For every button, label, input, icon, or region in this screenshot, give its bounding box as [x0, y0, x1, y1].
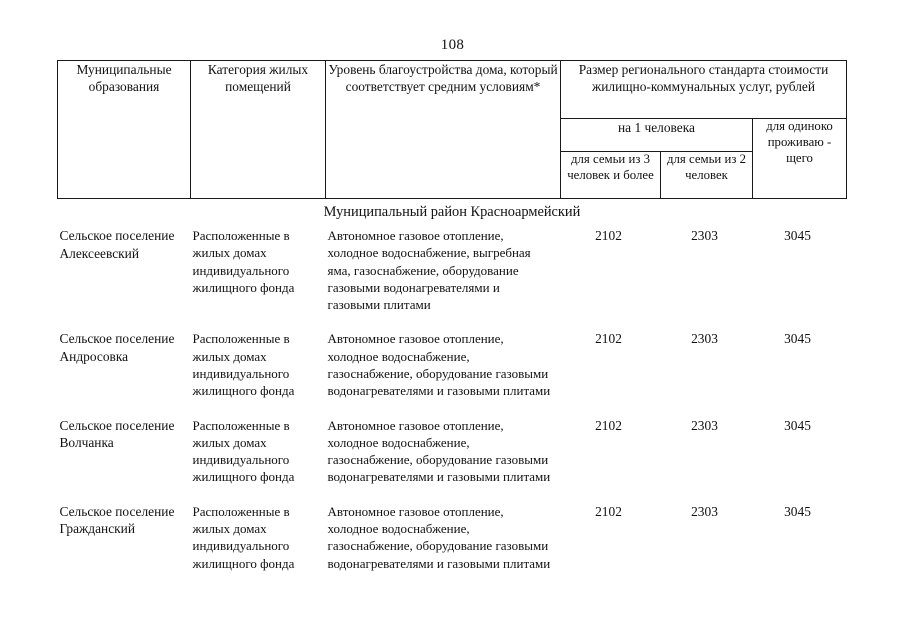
regional-standard-table: Муниципальные образования Категория жилы… [57, 60, 847, 586]
cell-category: Расположенные в жилых домах индивидуальн… [192, 417, 295, 485]
table-row: Сельское поселение Волчанка Расположенны… [58, 414, 847, 500]
cell-amenities: Автономное газовое отопление, холодное в… [327, 503, 551, 571]
header-per-person: на 1 человека [560, 118, 753, 152]
cell-amenities: Автономное газовое отопление, холодное в… [327, 417, 551, 485]
cell-single: 3045 [784, 503, 811, 519]
page-number: 108 [440, 37, 465, 53]
header-single-living: для одиноко проживаю - щего [752, 118, 847, 199]
cell-municipality: Сельское поселение Андросовка [59, 331, 175, 365]
cell-family-3plus: 2102 [595, 417, 622, 433]
cell-family-2: 2303 [691, 503, 718, 519]
cell-amenities: Автономное газовое отопление, холодное в… [327, 331, 551, 399]
cell-category: Расположенные в жилых домах индивидуальн… [192, 503, 295, 571]
section-title-row: Муниципальный район Красноармейский [58, 199, 847, 225]
table-row: Сельское поселение Андросовка Расположен… [58, 327, 847, 413]
cell-single: 3045 [784, 331, 811, 347]
cell-category: Расположенные в жилых домах индивидуальн… [192, 331, 295, 399]
table-header-row-1: Муниципальные образования Категория жилы… [57, 60, 847, 199]
cell-category: Расположенные в жилых домах индивидуальн… [192, 228, 295, 295]
header-family-3plus: для семьи из 3 человек и более [560, 151, 661, 199]
section-title: Муниципальный район Красноармейский [323, 204, 581, 220]
cell-single: 3045 [784, 417, 811, 433]
table-row: Сельское поселение Гражданский Расположе… [58, 500, 847, 586]
cell-municipality: Сельское поселение Алексеевский [59, 228, 175, 261]
cell-family-3plus: 2102 [595, 503, 622, 519]
cell-amenities: Автономное газовое отопление, холодное в… [327, 228, 531, 313]
header-housing-category: Категория жилых помещений [190, 60, 326, 199]
cell-family-2: 2303 [691, 331, 718, 347]
cell-family-3plus: 2102 [595, 228, 622, 243]
table-row: Сельское поселение Алексеевский Располож… [58, 224, 847, 327]
cell-single: 3045 [784, 228, 811, 243]
cell-municipality: Сельское поселение Волчанка [59, 417, 175, 451]
header-municipalities: Муниципальные образования [57, 60, 191, 199]
header-family-2: для семьи из 2 человек [660, 151, 753, 199]
cell-municipality: Сельское поселение Гражданский [59, 503, 175, 537]
table-header-row-3: для семьи из 3 человек и более для семьи… [58, 151, 847, 199]
header-amenity-level: Уровень благоустройства дома, который со… [325, 60, 561, 199]
header-standard-size: Размер регионального стандарта стоимости… [560, 60, 847, 119]
table-header-row-2: на 1 человека для одиноко проживаю - щег… [58, 118, 847, 199]
cell-family-2: 2303 [691, 417, 718, 433]
cell-family-3plus: 2102 [595, 331, 622, 347]
cell-family-2: 2303 [691, 228, 718, 243]
